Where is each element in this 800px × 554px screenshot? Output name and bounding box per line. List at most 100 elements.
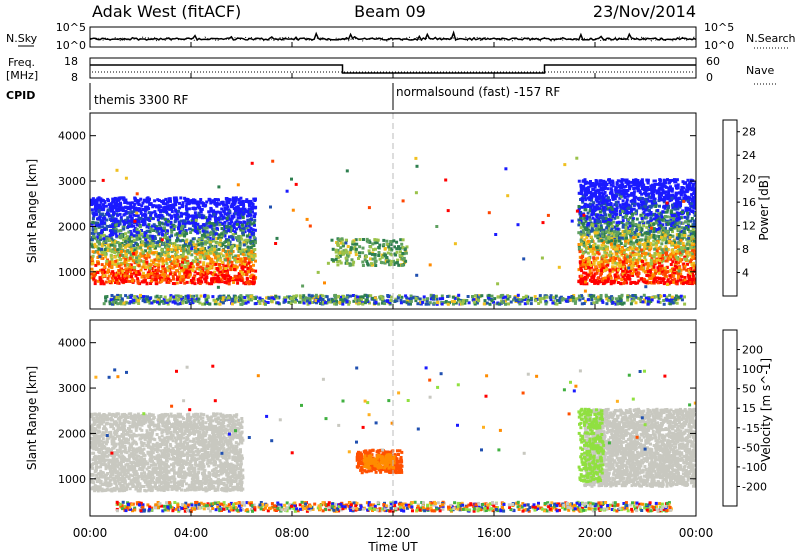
scatter-cell (647, 228, 651, 232)
scatter-cell (229, 218, 233, 222)
scatter-cell (168, 238, 172, 242)
scatter-cell (121, 269, 125, 273)
scatter-cell (166, 229, 170, 233)
scatter-cell (587, 185, 591, 189)
scatter-cell (152, 251, 156, 255)
scatter-cell (677, 241, 681, 245)
scatter-cell (167, 269, 171, 273)
scatter-cell (676, 276, 680, 280)
scatter-cell (584, 250, 588, 254)
scatter-cell (619, 242, 623, 245)
scatter-cell (598, 263, 602, 267)
scatter-cell (625, 192, 629, 196)
scatter-cell (683, 276, 687, 279)
scatter-cell (202, 273, 206, 277)
scatter-cell (235, 244, 239, 248)
scatter-cell (611, 220, 615, 224)
scatter-cell (190, 244, 194, 248)
scatter-cell (661, 189, 665, 193)
scatter-cell (640, 217, 644, 220)
scatter-cell (128, 237, 132, 241)
scatter-cell (139, 243, 143, 247)
scatter-cell (608, 181, 612, 184)
scatter-cell (244, 257, 248, 261)
nsky-tick-top: 10^5 (56, 21, 86, 34)
scatter-cell (241, 252, 245, 256)
scatter-cell (610, 245, 614, 249)
scatter-cell (212, 263, 216, 267)
scatter-cell (204, 267, 208, 271)
scatter-cell (585, 217, 589, 221)
scatter-cell (214, 256, 217, 260)
scatter-cell (150, 272, 154, 276)
scatter-cell (595, 199, 599, 203)
scatter-cell (155, 244, 159, 248)
scatter-cell (655, 189, 659, 193)
scatter-cell (144, 232, 148, 235)
scatter-cell (165, 257, 169, 261)
scatter-cell (203, 234, 207, 238)
scatter-cell (580, 197, 584, 201)
scatter-cell (161, 232, 165, 236)
scatter-cell (239, 249, 243, 253)
scatter-cell (193, 211, 197, 215)
scatter-cell (175, 281, 179, 285)
scatter-cell (658, 192, 661, 196)
scatter-cell (184, 205, 188, 208)
scatter-cell (231, 197, 235, 201)
scatter-cell (215, 201, 219, 205)
scatter-cell (599, 260, 603, 264)
scatter-cell (668, 237, 672, 241)
scatter-cell (92, 277, 96, 281)
scatter-cell (142, 263, 146, 267)
scatter-cell (195, 215, 199, 219)
scatter-cell (249, 226, 253, 230)
scatter-cell (249, 265, 252, 269)
scatter-cell (237, 250, 241, 253)
scatter-cell (215, 232, 219, 236)
scatter-cell (640, 248, 644, 252)
scatter-cell (186, 198, 190, 201)
scatter-cell (580, 205, 584, 209)
scatter-cell (90, 258, 94, 261)
scatter-cell (689, 219, 693, 223)
scatter-cell (642, 210, 646, 214)
scatter-cell (204, 252, 208, 256)
scatter-cell (166, 252, 170, 256)
scatter-cell (103, 251, 106, 254)
scatter-cell (607, 213, 611, 217)
scatter-cell (690, 200, 694, 204)
scatter-cell (589, 184, 593, 188)
scatter-cell (641, 187, 644, 190)
scatter-cell (611, 196, 615, 200)
scatter-cell (241, 265, 245, 269)
scatter-cell (623, 244, 627, 248)
scatter-cell (183, 257, 187, 261)
scatter-cell (686, 223, 690, 227)
scatter-cell (611, 209, 615, 213)
scatter-cell (142, 235, 146, 239)
scatter-cell (590, 265, 594, 269)
scatter-cell (111, 215, 115, 219)
scatter-cell (145, 207, 149, 211)
scatter-cell (139, 209, 143, 213)
scatter-cell (100, 251, 104, 255)
scatter-cell (128, 219, 132, 223)
scatter-cell (594, 265, 598, 269)
scatter-cell (240, 257, 244, 261)
scatter-cell (604, 264, 607, 268)
scatter-cell (235, 219, 239, 223)
scatter-cell (615, 193, 619, 196)
scatter-cell (664, 185, 668, 189)
scatter-cell (608, 210, 612, 213)
scatter-cell (156, 218, 160, 222)
scatter-cell (199, 270, 203, 273)
scatter-cell (621, 225, 625, 229)
scatter-cell (227, 243, 231, 247)
scatter-cell (675, 203, 679, 207)
scatter-cell (188, 265, 192, 269)
scatter-cell (247, 228, 251, 232)
scatter-cell (691, 182, 695, 186)
scatter-cell (613, 203, 617, 207)
scatter-cell (118, 212, 122, 216)
